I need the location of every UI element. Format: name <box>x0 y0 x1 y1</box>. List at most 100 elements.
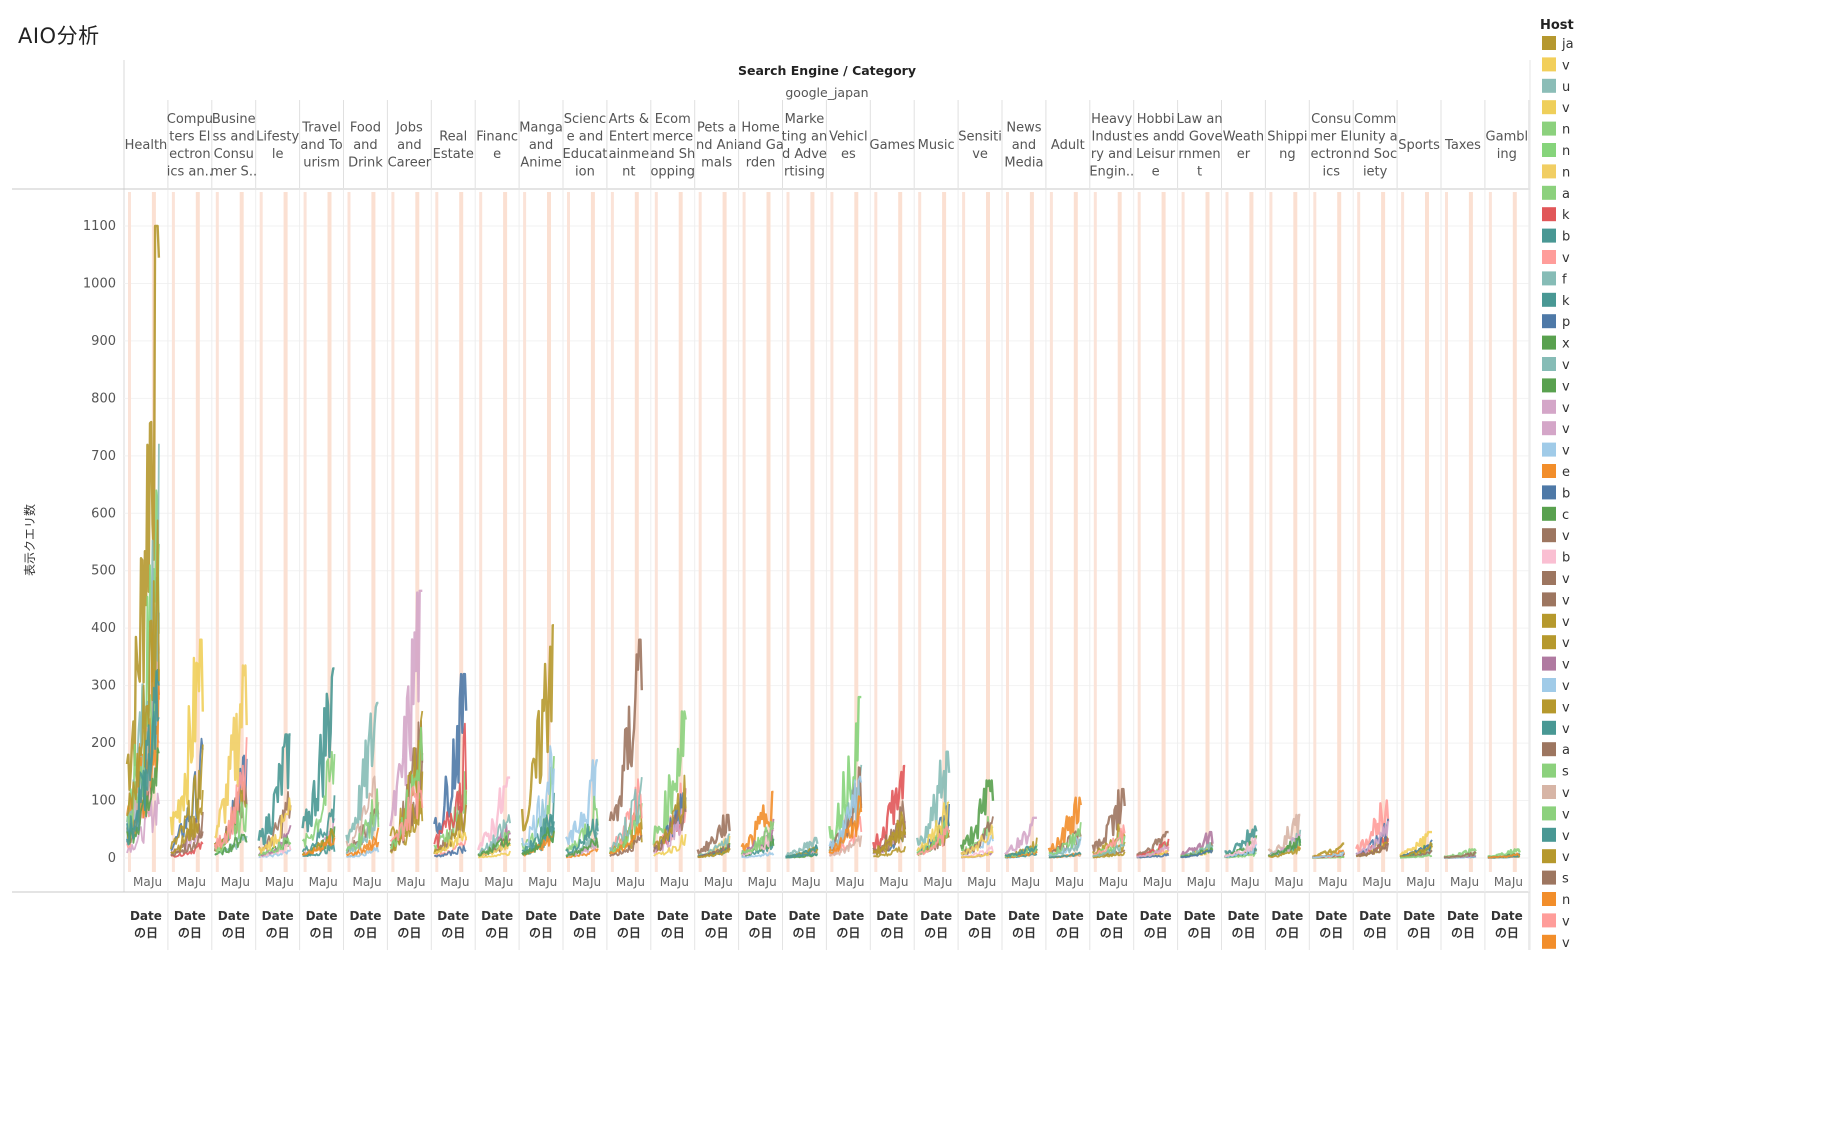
category-header: nd Soc <box>1353 147 1397 162</box>
series-line <box>785 836 819 858</box>
category-header: rnmen <box>1178 147 1220 162</box>
reference-band <box>215 192 219 872</box>
series-line <box>257 733 291 846</box>
series-line <box>345 701 379 844</box>
category-header: ics an.. <box>167 164 213 179</box>
series-line <box>1136 853 1170 859</box>
y-tick-label: 0 <box>108 851 116 866</box>
category-header: ry and <box>1091 147 1133 162</box>
legend-swatch <box>1542 121 1556 136</box>
series-line <box>652 710 687 846</box>
reference-band <box>874 192 878 872</box>
x-axis-label: Date <box>1227 909 1259 923</box>
series-line <box>126 519 160 817</box>
x-tick-label: Ma <box>177 875 195 889</box>
x-tick-label: Ju <box>194 875 206 889</box>
x-axis-label: Date <box>437 909 469 923</box>
x-axis-label: Date <box>1184 909 1216 923</box>
x-tick-label: Ma <box>1011 875 1029 889</box>
category-header: Real <box>439 129 467 144</box>
reference-band <box>567 192 570 872</box>
legend-swatch <box>1542 378 1556 393</box>
x-axis-label: Date <box>1315 909 1347 923</box>
x-tick-label: Ju <box>501 875 513 889</box>
series-line <box>1356 842 1389 858</box>
y-tick-label: 300 <box>91 679 116 694</box>
category-header: Estate <box>433 147 474 162</box>
category-header: Anime <box>520 156 561 171</box>
reference-band <box>503 192 508 872</box>
category-header: le <box>272 147 284 162</box>
series-line <box>1223 837 1258 858</box>
legend-swatch <box>1542 57 1556 72</box>
series-line <box>1048 838 1082 858</box>
category-header: Financ <box>476 129 518 144</box>
x-axis-label: の日 <box>749 926 773 940</box>
x-axis-label: Date <box>1359 909 1391 923</box>
x-tick-label: Ju <box>457 875 469 889</box>
x-tick-label: Ma <box>1231 875 1249 889</box>
category-header: Gambl <box>1486 129 1529 144</box>
legend-swatch <box>1542 635 1556 650</box>
category-header: Jobs <box>395 121 423 136</box>
y-tick-label: 400 <box>91 621 116 636</box>
reference-band <box>1468 192 1473 872</box>
category-header: Weath <box>1223 129 1264 144</box>
reference-band <box>1117 192 1122 872</box>
reference-band <box>1093 192 1097 872</box>
x-axis-label: の日 <box>1144 926 1168 940</box>
category-header: rden <box>746 156 776 171</box>
x-axis-label: の日 <box>617 926 641 940</box>
reference-band <box>1205 192 1210 872</box>
x-axis-label: Date <box>788 909 820 923</box>
category-header: merce <box>652 129 693 144</box>
series-line <box>609 777 643 852</box>
category-header: and Sh <box>650 147 695 162</box>
x-axis-label: の日 <box>441 926 465 940</box>
series-line <box>1224 851 1257 859</box>
legend-swatch <box>1542 442 1556 457</box>
x-tick-label: Ma <box>967 875 985 889</box>
x-axis-label: の日 <box>968 926 992 940</box>
legend-label: n <box>1562 144 1570 159</box>
category-header: Ecom <box>655 112 691 127</box>
legend-swatch <box>1542 292 1556 307</box>
x-axis-label: の日 <box>485 926 509 940</box>
category-header: d Adve <box>782 147 827 162</box>
series-line <box>433 672 468 835</box>
x-axis-label: の日 <box>353 926 377 940</box>
reference-band <box>283 192 288 872</box>
x-tick-label: Ju <box>1160 875 1172 889</box>
reference-band <box>854 192 859 872</box>
series-line <box>433 722 468 849</box>
x-axis-label: Date <box>349 909 381 923</box>
legend-label: v <box>1562 679 1570 694</box>
legend-swatch <box>1542 78 1556 93</box>
legend-label: ja <box>1561 37 1574 52</box>
legend-swatch <box>1542 656 1556 671</box>
x-axis-label: Date <box>174 909 206 923</box>
x-axis-label: Date <box>1008 909 1040 923</box>
reference-band <box>786 192 790 872</box>
reference-band <box>479 192 483 872</box>
x-axis-label: Date <box>964 909 996 923</box>
legend-swatch <box>1542 785 1556 799</box>
x-axis-label: Date <box>1491 909 1523 923</box>
series-line <box>433 790 468 855</box>
series-line <box>872 822 907 856</box>
legend-swatch <box>1542 913 1556 928</box>
reference-band <box>742 192 746 872</box>
series-line <box>916 750 951 846</box>
legend-label: v <box>1562 722 1570 737</box>
category-header: Games <box>870 138 916 153</box>
series-line <box>608 638 643 822</box>
x-tick-label: Ju <box>1248 875 1260 889</box>
x-axis-label: の日 <box>1012 926 1036 940</box>
page-title: AIO分析 <box>18 24 100 48</box>
y-tick-label: 700 <box>91 449 116 464</box>
series-line <box>478 840 511 857</box>
legend-label: x <box>1562 337 1570 352</box>
reference-band <box>1006 192 1009 872</box>
series-line <box>566 837 599 857</box>
